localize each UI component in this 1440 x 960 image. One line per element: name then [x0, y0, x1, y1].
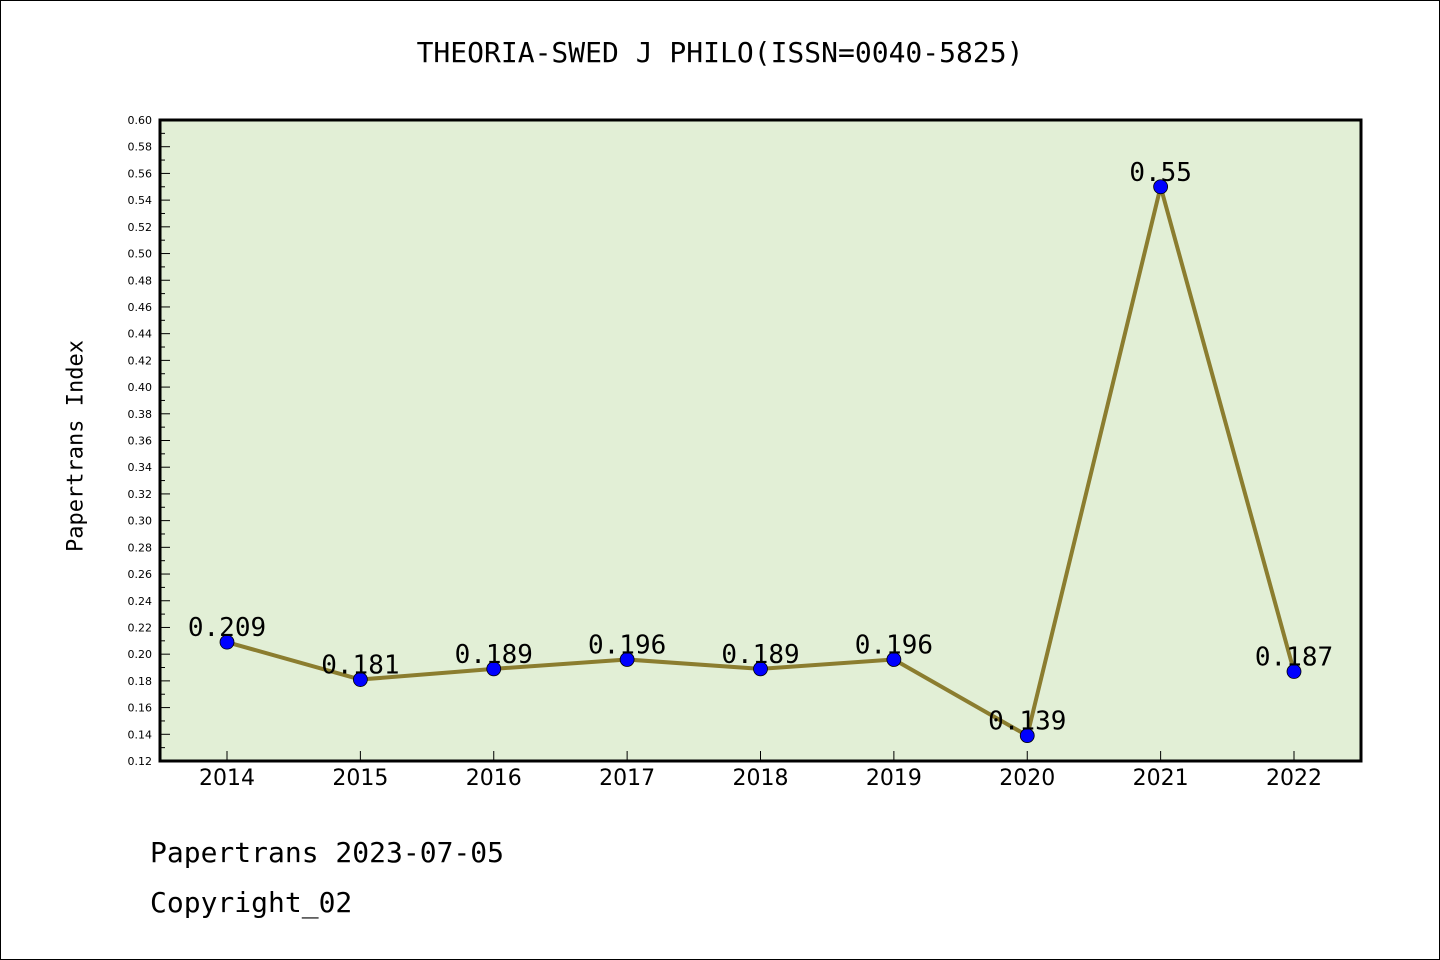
data-point: [1019, 728, 1035, 744]
data-point: [219, 634, 235, 650]
data-label: 0.181: [321, 651, 399, 681]
data-label: 0.187: [1255, 643, 1333, 673]
y-tick-label: 0.38: [128, 408, 153, 421]
y-tick-label: 0.36: [128, 435, 153, 448]
y-tick-label: 0.54: [128, 194, 153, 207]
y-axis-ticks: 0.12 0.14 0.16 0.18 0.20 0.22 0.24 0.26 0.28 0.30…: [128, 114, 170, 768]
footer-date: Papertrans 2023-07-05: [150, 836, 505, 869]
y-tick-label: 0.56: [128, 167, 153, 180]
footer-copyright: Copyright_02: [150, 886, 353, 919]
y-tick-label: 0.50: [128, 248, 153, 261]
y-tick-label: 0.16: [128, 702, 153, 715]
data-labels: 0.209 0.181 0.189 0.196 0.189 0.196 0.139 0.55 0…: [188, 158, 1333, 737]
y-tick-label: 0.52: [128, 221, 153, 234]
y-tick-label: 0.42: [128, 354, 153, 367]
y-tick-label: 0.24: [128, 595, 153, 608]
data-point: [886, 652, 902, 667]
data-label: 0.55: [1129, 158, 1192, 188]
y-tick-label: 0.22: [128, 621, 153, 634]
y-tick-label: 0.30: [128, 515, 153, 528]
y-tick-label: 0.44: [128, 328, 153, 341]
x-tick-label: 2020: [999, 766, 1055, 791]
x-tick-label: 2014: [199, 766, 255, 791]
data-label: 0.189: [455, 640, 533, 670]
data-point: [486, 661, 502, 677]
data-label: 0.196: [588, 631, 666, 661]
y-tick-label: 0.48: [128, 274, 153, 287]
x-tick-label: 2022: [1266, 766, 1322, 791]
y-tick-label: 0.26: [128, 568, 153, 581]
data-label: 0.196: [855, 631, 933, 661]
series-layer: [219, 179, 1302, 744]
x-tick-label: 2016: [466, 766, 522, 791]
y-tick-label: 0.28: [128, 541, 153, 554]
data-point: [352, 672, 368, 687]
data-label: 0.139: [988, 707, 1066, 737]
y-tick-label: 0.34: [128, 461, 153, 474]
x-axis-ticks: 2014 2015 2016 2017 2018 2019 2020 2021 2022: [199, 751, 1322, 791]
data-point: [619, 652, 635, 667]
x-tick-label: 2019: [866, 766, 922, 791]
y-tick-label: 0.60: [128, 114, 153, 127]
y-tick-label: 0.18: [128, 675, 153, 688]
data-point: [753, 661, 768, 677]
x-tick-label: 2018: [733, 766, 789, 791]
data-label: 0.189: [721, 640, 799, 670]
y-tick-label: 0.32: [128, 488, 153, 501]
chart-title: THEORIA-SWED J PHILO(ISSN=0040-5825): [416, 36, 1024, 69]
data-label: 0.209: [188, 613, 266, 643]
x-tick-label: 2021: [1133, 766, 1189, 791]
y-tick-label: 0.12: [128, 755, 153, 768]
x-tick-label: 2017: [599, 766, 655, 791]
y-tick-label: 0.58: [128, 141, 153, 154]
y-tick-label: 0.40: [128, 381, 153, 394]
y-tick-label: 0.46: [128, 301, 153, 314]
plot-area: [158, 118, 1363, 763]
data-point: [1153, 179, 1169, 195]
y-tick-label: 0.14: [128, 728, 153, 741]
x-tick-label: 2015: [332, 766, 388, 791]
y-tick-label: 0.20: [128, 648, 153, 661]
data-point: [1286, 664, 1302, 679]
